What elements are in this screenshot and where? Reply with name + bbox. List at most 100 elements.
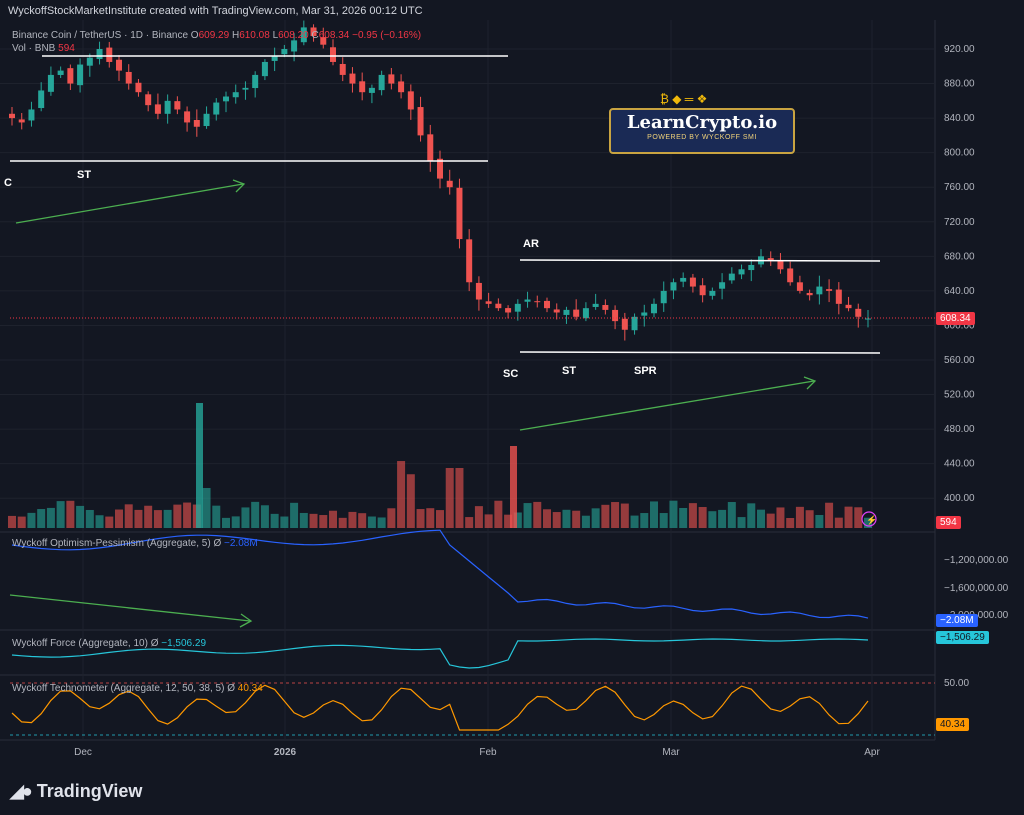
- candle-body: [106, 47, 113, 62]
- volume-bar: [183, 502, 192, 528]
- annot-sc: SC: [503, 368, 518, 380]
- candle-body: [835, 289, 842, 304]
- last-price-badge: 608.34: [936, 312, 975, 325]
- arrow-up-right: [519, 376, 817, 431]
- force-legend[interactable]: Wyckoff Force (Aggregate, 10) Ø −1,506.2…: [12, 638, 206, 649]
- candle-body: [242, 87, 249, 90]
- candle-body: [38, 90, 45, 109]
- high-value: 610.08: [239, 30, 270, 41]
- volume-bar: [533, 501, 542, 528]
- candle-body: [855, 308, 862, 317]
- candle-body: [826, 289, 833, 291]
- volume-bar: [510, 446, 517, 528]
- candle-body: [427, 134, 434, 162]
- volume-bar: [56, 501, 65, 528]
- time-tick-label: Mar: [662, 747, 680, 758]
- volume-bar: [455, 468, 464, 528]
- volume-bar: [747, 503, 756, 528]
- annot-st-1: ST: [77, 169, 91, 181]
- candle-body: [787, 268, 794, 283]
- price-tick-label: 600.00: [944, 320, 975, 331]
- volume-bars: [8, 403, 872, 528]
- arrow-down-left: [9, 594, 253, 628]
- tech-legend[interactable]: Wyckoff Technometer (Aggregate, 12, 50, …: [12, 683, 263, 694]
- force-line: [11, 638, 869, 669]
- volume-bar: [95, 515, 104, 528]
- volume-bar: [105, 516, 114, 528]
- opt-value-badge: −2.08M: [936, 614, 978, 627]
- volume-bar: [659, 513, 668, 528]
- volume-bar: [377, 517, 386, 528]
- volume-bar: [640, 513, 649, 528]
- volume-bar: [290, 502, 299, 528]
- price-tick-label: 520.00: [944, 390, 975, 401]
- close-label: C: [311, 30, 319, 41]
- candle-body: [86, 57, 93, 66]
- candle-body: [281, 49, 288, 55]
- volume-legend[interactable]: Vol · BNB 594: [12, 43, 75, 54]
- low-label: L: [272, 30, 279, 41]
- candle-body: [213, 102, 220, 115]
- chart-canvas[interactable]: C ST AR SC ST SPR 920.00 880.00 840.00 800.…: [0, 0, 1024, 767]
- volume-bar: [543, 509, 551, 528]
- time-tick-label: Apr: [864, 747, 880, 758]
- candle-body: [203, 113, 210, 127]
- chart-caption: WyckoffStockMarketInstitute created with…: [8, 5, 423, 17]
- change-value: −0.95 (−0.16%): [352, 30, 422, 41]
- candle-body: [96, 49, 103, 60]
- candle-body: [485, 301, 492, 304]
- tradingview-logo[interactable]: ◢● TradingView: [10, 781, 142, 802]
- tech-value: 40.34: [237, 683, 263, 694]
- candle-body: [456, 187, 463, 240]
- volume-bar: [864, 517, 872, 528]
- price-tick-label: 560.00: [944, 355, 975, 366]
- candle-body: [407, 91, 414, 110]
- volume-bar: [805, 510, 814, 528]
- candle-body: [18, 119, 25, 123]
- volume-bar: [650, 501, 658, 528]
- symbol-legend[interactable]: Binance Coin / TetherUS · 1D · Binance O…: [12, 30, 421, 41]
- volume-bar: [727, 502, 736, 528]
- candle-body: [748, 264, 755, 271]
- candle-body: [592, 303, 599, 307]
- volume-bar: [572, 510, 581, 528]
- time-tick-label: Feb: [479, 747, 497, 758]
- candle-body: [125, 71, 132, 84]
- candle-body: [544, 300, 550, 309]
- learncrypto-subtitle: POWERED BY WYCKOFF SMI: [647, 134, 757, 141]
- candle-body: [524, 299, 531, 302]
- opt-tick-1: −1,200,000.00: [944, 555, 1009, 566]
- close-value: 608.34: [318, 30, 350, 41]
- volume-bar: [834, 517, 843, 528]
- volume-bar: [825, 502, 834, 528]
- volume-bar: [620, 503, 629, 528]
- volume-bar: [163, 509, 172, 528]
- candle-body: [806, 292, 813, 296]
- candle-body: [563, 309, 570, 315]
- price-tick-label: 800.00: [944, 148, 975, 159]
- volume-bar: [552, 512, 561, 528]
- opt-legend[interactable]: Wyckoff Optimism-Pessimism (Aggregate, 5…: [12, 538, 258, 549]
- candle-body: [670, 282, 677, 291]
- candle-body: [446, 180, 453, 188]
- volume-bar: [309, 513, 318, 528]
- volume-bar: [367, 516, 376, 528]
- candle-body: [300, 27, 307, 43]
- price-tick-label: 840.00: [944, 113, 975, 124]
- candle-body: [660, 290, 667, 304]
- volume-bar: [669, 500, 678, 528]
- candle-body: [621, 318, 628, 330]
- candle-body: [368, 87, 375, 93]
- volume-bar: [338, 517, 347, 528]
- candle-body: [28, 109, 35, 121]
- lightning-icon[interactable]: [861, 511, 877, 527]
- high-label: H: [231, 30, 240, 41]
- volume-value: 594: [58, 43, 75, 54]
- candle-body: [77, 64, 84, 86]
- volume-bar: [85, 509, 94, 528]
- volume-bar: [8, 515, 16, 528]
- volume-bar: [611, 502, 620, 528]
- volume-bar: [387, 508, 396, 528]
- volume-bar: [134, 509, 143, 528]
- volume-bar: [173, 504, 182, 528]
